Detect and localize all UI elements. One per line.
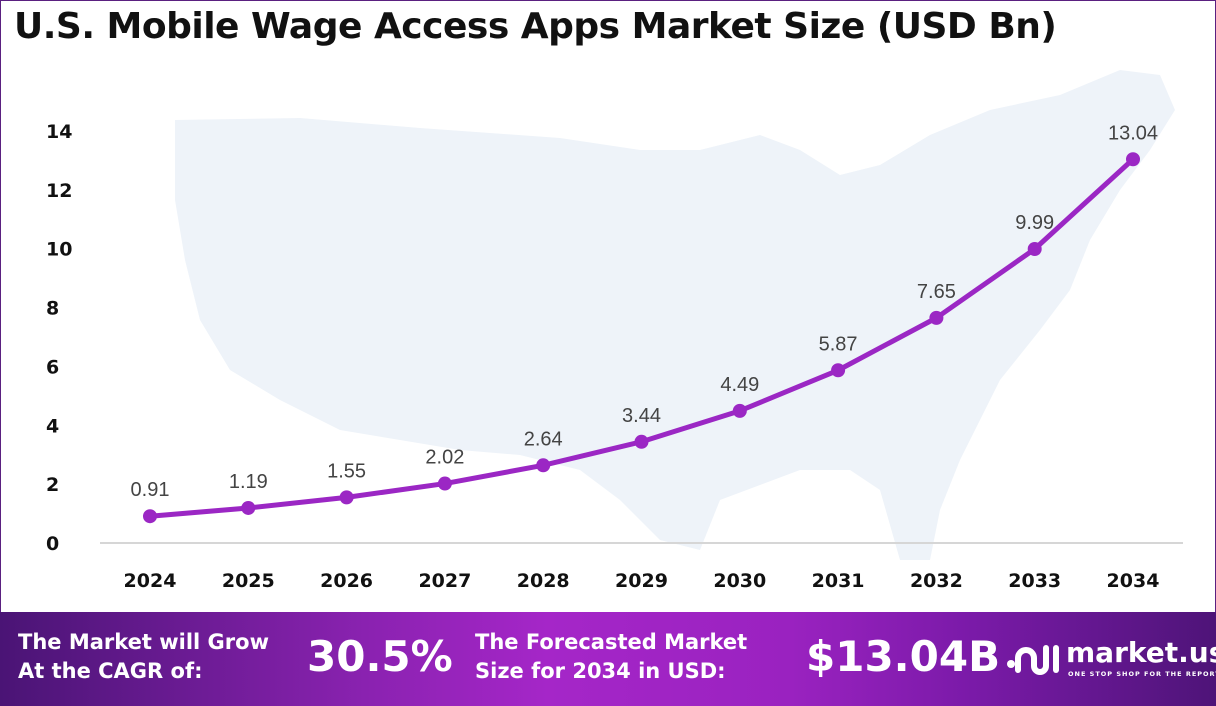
y-tick-label: 8	[46, 298, 59, 320]
data-label: 9.99	[1015, 212, 1054, 234]
cagr-label-line2: At the CAGR of:	[18, 659, 203, 683]
x-tick-label: 2032	[910, 570, 963, 592]
data-label: 4.49	[720, 374, 759, 396]
y-tick-label: 0	[46, 533, 59, 555]
data-point	[241, 500, 256, 515]
cagr-label: The Market will Grow At the CAGR of:	[18, 628, 269, 686]
data-label: 1.19	[229, 471, 268, 493]
x-tick-label: 2033	[1008, 570, 1061, 592]
chart-title: U.S. Mobile Wage Access Apps Market Size…	[14, 6, 1057, 47]
forecast-label-line2: Size for 2034 in USD:	[475, 659, 726, 683]
y-tick-label: 14	[46, 121, 72, 143]
data-point	[536, 458, 551, 473]
x-tick-label: 2025	[222, 570, 275, 592]
data-point	[437, 476, 452, 491]
y-tick-label: 12	[46, 180, 72, 202]
data-point	[732, 403, 747, 418]
data-label: 1.55	[327, 460, 366, 482]
data-label: 3.44	[622, 405, 661, 427]
data-label: 13.04	[1108, 122, 1158, 144]
cagr-label-line1: The Market will Grow	[18, 630, 269, 654]
data-point	[634, 434, 649, 449]
x-tick-label: 2024	[124, 570, 177, 592]
data-point	[831, 363, 846, 378]
brand-tagline: ONE STOP SHOP FOR THE REPORTS	[1068, 670, 1216, 678]
forecast-value: $13.04B	[806, 632, 1001, 681]
y-tick-label: 10	[46, 239, 72, 261]
x-tick-label: 2031	[812, 570, 865, 592]
us-map-background	[175, 70, 1175, 560]
data-label: 5.87	[819, 333, 858, 355]
x-tick-label: 2028	[517, 570, 570, 592]
x-tick-label: 2027	[418, 570, 471, 592]
brand-name: market.us	[1066, 636, 1216, 669]
y-tick-label: 2	[46, 474, 59, 496]
forecast-label: The Forecasted Market Size for 2034 in U…	[475, 628, 747, 686]
x-tick-label: 2034	[1107, 570, 1160, 592]
cagr-value: 30.5%	[307, 632, 453, 681]
data-point	[929, 310, 944, 325]
line-chart: 0 2 4 6 8 10 12 14 2024 2025 2026 2027 2028 2029 2030…	[46, 70, 1183, 592]
data-point	[1027, 242, 1042, 257]
footer-banner: The Market will Grow At the CAGR of: 30.…	[0, 612, 1216, 706]
market-us-logo-icon	[1007, 645, 1059, 675]
data-label: 0.91	[131, 479, 170, 501]
x-tick-label: 2026	[320, 570, 373, 592]
data-point	[1126, 152, 1140, 167]
y-tick-label: 4	[46, 415, 59, 437]
data-label: 7.65	[917, 281, 956, 303]
data-point	[143, 509, 157, 524]
data-label: 2.02	[425, 447, 464, 469]
data-point	[339, 490, 354, 505]
x-tick-label: 2029	[615, 570, 668, 592]
y-tick-label: 6	[46, 356, 59, 378]
x-tick-label: 2030	[713, 570, 766, 592]
forecast-label-line1: The Forecasted Market	[475, 630, 748, 654]
data-label: 2.64	[524, 428, 563, 450]
